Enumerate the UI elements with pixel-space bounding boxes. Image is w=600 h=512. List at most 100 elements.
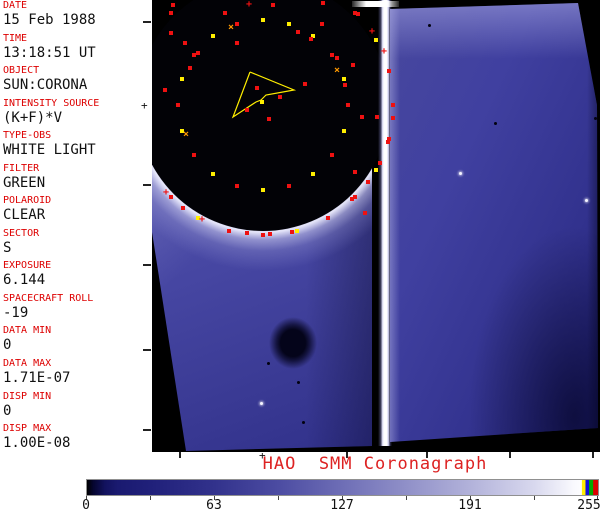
colorbar-tick-label: 127 bbox=[330, 498, 354, 512]
fiducial-dot: + bbox=[199, 214, 206, 225]
field-value: S bbox=[3, 239, 12, 256]
field-label: TYPE-OBS bbox=[3, 130, 52, 142]
fiducial-dot bbox=[278, 95, 282, 99]
dark-speck bbox=[297, 381, 300, 384]
fiducial-dot bbox=[342, 77, 346, 81]
coronagraph-image-canvas[interactable]: + + + + + × × × bbox=[152, 0, 600, 452]
fiducial-dot bbox=[366, 180, 370, 184]
fiducial-dot bbox=[350, 197, 354, 201]
fiducial-dot bbox=[169, 11, 173, 15]
fiducial-dot bbox=[353, 11, 357, 15]
fiducial-dot: + bbox=[163, 187, 170, 198]
fiducial-dot bbox=[387, 137, 391, 141]
field-label: DATA MAX bbox=[3, 358, 52, 370]
fiducial-dot bbox=[271, 3, 275, 7]
fiducial-dot bbox=[245, 108, 249, 112]
axis-tick-left bbox=[143, 21, 151, 23]
field-label: TIME bbox=[3, 32, 28, 44]
fiducial-dot bbox=[353, 195, 357, 199]
fiducial-dot: × bbox=[228, 22, 235, 33]
metadata-field: SPACECRAFT ROLL -19 bbox=[0, 293, 152, 326]
fiducial-dot bbox=[235, 41, 239, 45]
fiducial-dot bbox=[296, 30, 300, 34]
fiducial-dot bbox=[211, 34, 215, 38]
fiducial-dot bbox=[169, 31, 173, 35]
field-value: 0 bbox=[3, 402, 12, 419]
fiducial-dot bbox=[290, 230, 294, 234]
fiducial-dot bbox=[267, 117, 271, 121]
fiducial-dot bbox=[287, 22, 291, 26]
fiducial-dot bbox=[391, 116, 395, 120]
fiducial-dot bbox=[183, 41, 187, 45]
bright-speck bbox=[260, 402, 263, 405]
axis-tick-bottom bbox=[509, 452, 511, 458]
axis-tick-bottom bbox=[346, 452, 348, 458]
field-label: DISP MAX bbox=[3, 423, 52, 435]
axis-tick-left bbox=[143, 264, 151, 266]
axis-tick-bottom bbox=[179, 452, 181, 458]
field-value: 13:18:51 UT bbox=[3, 44, 96, 61]
fiducial-dot bbox=[192, 53, 196, 57]
fiducial-dot bbox=[223, 11, 227, 15]
fiducial-dot bbox=[363, 211, 367, 215]
colorbar-tick bbox=[214, 496, 215, 500]
colorbar: 0 63 127 191 255 bbox=[82, 479, 600, 512]
fiducial-dot bbox=[268, 232, 272, 236]
metadata-field: EXPOSURE 6.144 bbox=[0, 260, 152, 293]
dark-speck bbox=[267, 362, 270, 365]
fiducial-dot bbox=[295, 229, 299, 233]
metadata-field: TIME 13:18:51 UT bbox=[0, 33, 152, 66]
fiducial-dot bbox=[386, 140, 390, 144]
field-label: POLAROID bbox=[3, 195, 52, 207]
fiducial-dot bbox=[211, 172, 215, 176]
fiducial-dot bbox=[330, 153, 334, 157]
field-value: WHITE LIGHT bbox=[3, 142, 96, 159]
colorbar-gradient bbox=[86, 479, 599, 496]
colorbar-tick-label: 63 bbox=[206, 498, 222, 512]
field-value: 6.144 bbox=[3, 272, 46, 289]
axis-tick-left bbox=[143, 429, 151, 431]
metadata-field: POLAROID CLEAR bbox=[0, 195, 152, 228]
colorbar-tick-label: 191 bbox=[458, 498, 482, 512]
fiducial-dot bbox=[360, 115, 364, 119]
metadata-field: DISP MIN 0 bbox=[0, 391, 152, 424]
fiducial-dot bbox=[320, 22, 324, 26]
field-value: 1.00E-08 bbox=[3, 435, 71, 452]
dark-speck bbox=[428, 24, 431, 27]
metadata-field: DATE 15 Feb 1988 bbox=[0, 0, 152, 33]
fiducial-dot bbox=[261, 233, 265, 237]
fiducial-dot bbox=[192, 153, 196, 157]
field-value: GREEN bbox=[3, 174, 46, 191]
fiducial-dot bbox=[374, 168, 378, 172]
pylon-bright-line bbox=[378, 0, 392, 446]
fiducial-dot bbox=[321, 1, 325, 5]
fiducial-dot bbox=[330, 53, 334, 57]
fiducial-dot: + bbox=[381, 46, 388, 57]
field-label: SECTOR bbox=[3, 227, 40, 239]
fiducial-dot bbox=[260, 100, 264, 104]
fiducial-dot bbox=[176, 103, 180, 107]
dust-spot bbox=[269, 317, 317, 369]
fiducial-dot bbox=[180, 129, 184, 133]
axis-tick-left bbox=[143, 184, 151, 186]
axis-tick-bottom bbox=[592, 452, 594, 458]
fiducial-dot bbox=[235, 184, 239, 188]
metadata-field: TYPE-OBS WHITE LIGHT bbox=[0, 130, 152, 163]
field-value: SUN:CORONA bbox=[3, 77, 88, 94]
fiducial-dot bbox=[171, 3, 175, 7]
field-label: INTENSITY SOURCE bbox=[3, 97, 100, 109]
field-label: SPACECRAFT ROLL bbox=[3, 292, 94, 304]
fiducial-dot: × bbox=[334, 65, 341, 76]
fiducial-dot bbox=[311, 34, 315, 38]
fiducial-dot bbox=[326, 216, 330, 220]
colorbar-tick bbox=[342, 496, 343, 500]
axis-tick-left: + bbox=[141, 99, 148, 112]
field-value: 1.71E-07 bbox=[3, 370, 71, 387]
fiducial-dot bbox=[181, 206, 185, 210]
colorbar-tick bbox=[597, 496, 598, 500]
fiducial-dot bbox=[335, 56, 339, 60]
metadata-field: DATA MIN 0 bbox=[0, 325, 152, 358]
fiducial-dot bbox=[309, 37, 313, 41]
colorbar-tick bbox=[534, 496, 535, 500]
